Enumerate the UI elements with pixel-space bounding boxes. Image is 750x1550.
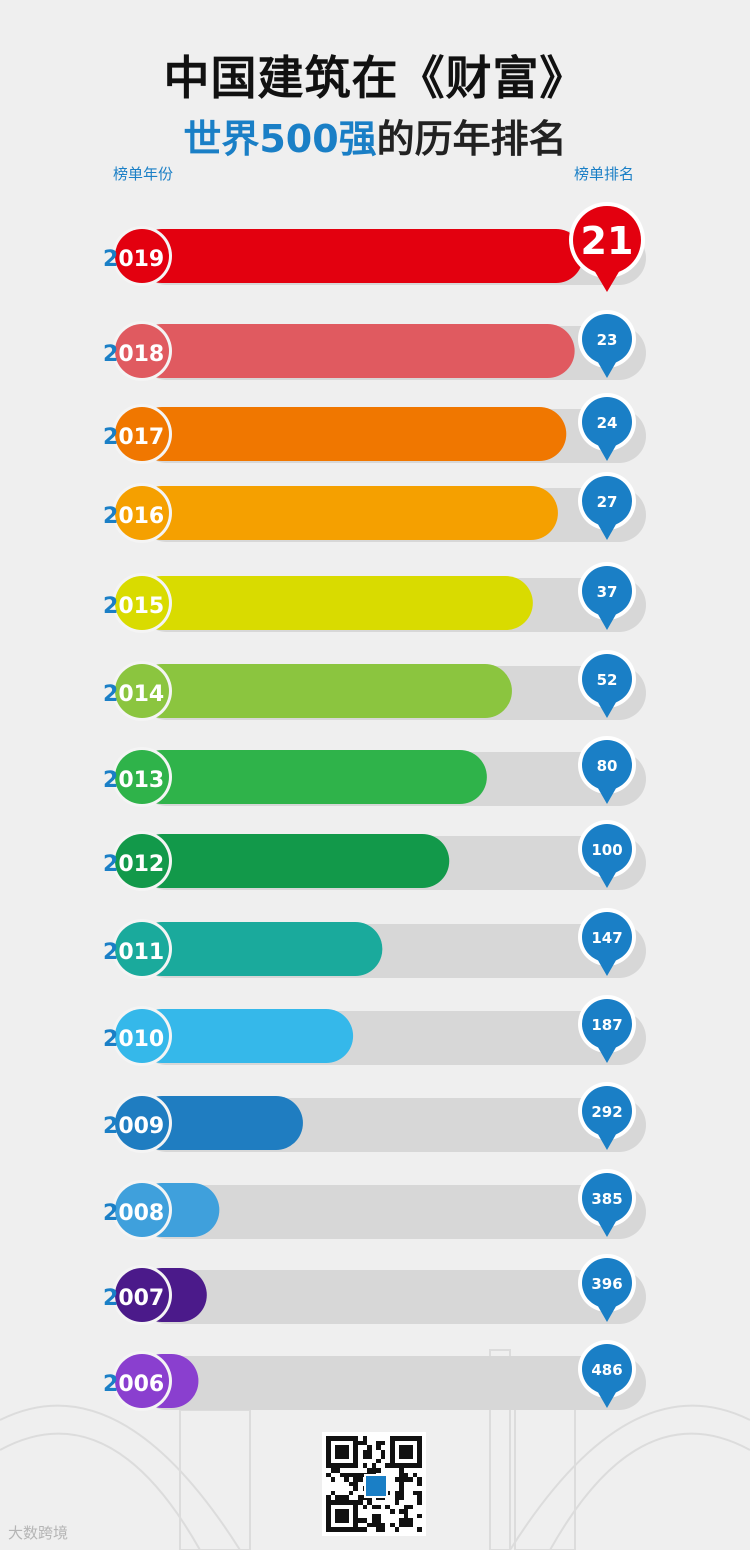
year-label-2013: 2013	[103, 768, 164, 793]
bar-2012	[135, 834, 450, 888]
year-label-2006: 2006	[103, 1372, 164, 1397]
year-label-2012: 2012	[103, 852, 164, 877]
year-label-2007: 2007	[103, 1286, 164, 1311]
year-column-header: 榜单年份	[113, 165, 174, 183]
rank-value-2017: 24	[597, 414, 618, 432]
rank-value-2009: 292	[591, 1103, 622, 1121]
year-label-2014: 2014	[103, 682, 164, 707]
rank-pin-2007	[582, 1258, 632, 1308]
chart-subtitle: 世界500强的历年排名	[0, 108, 750, 163]
rank-value-2008: 385	[591, 1190, 622, 1208]
year-circle	[115, 664, 169, 718]
rank-value-2018: 23	[597, 331, 618, 349]
rank-pin-2012	[582, 824, 632, 874]
qr-code[interactable]	[322, 1432, 426, 1536]
rank-pin-2015	[582, 566, 632, 616]
rank-value-2013: 80	[597, 757, 618, 775]
year-circle	[115, 1009, 169, 1063]
subtitle-highlight: 世界500强	[183, 117, 377, 161]
year-circle	[115, 576, 169, 630]
year-label-2018: 2018	[103, 342, 164, 367]
year-label-2011: 2011	[103, 940, 164, 965]
year-circle	[115, 407, 169, 461]
year-circle	[115, 229, 169, 283]
year-circle	[115, 486, 169, 540]
rank-pin-2008	[582, 1173, 632, 1223]
rank-value-2006: 486	[591, 1361, 622, 1379]
bar-2015	[135, 576, 533, 630]
bar-2018	[135, 324, 575, 378]
subtitle-rest: 的历年排名	[376, 117, 567, 161]
chart-title: 中国建筑在《财富》	[163, 51, 587, 105]
year-circle	[115, 1354, 169, 1408]
bar-2019	[135, 229, 583, 283]
rank-value-2016: 27	[597, 493, 618, 511]
rank-pin-2014	[582, 654, 632, 704]
year-circle	[115, 324, 169, 378]
bar-2011	[135, 922, 383, 976]
rank-pin-2016	[582, 476, 632, 526]
bar-track	[140, 1185, 646, 1239]
year-label-2019: 2019	[103, 247, 164, 272]
year-circle	[115, 1268, 169, 1322]
bar-2009	[135, 1096, 303, 1150]
year-label-2015: 2015	[103, 594, 164, 619]
rank-value-2014: 52	[597, 671, 618, 689]
bar-2016	[135, 486, 558, 540]
year-label-2016: 2016	[103, 504, 164, 529]
rank-pin-2018	[582, 314, 632, 364]
bar-2014	[135, 664, 512, 718]
year-circle	[115, 834, 169, 888]
rank-pin-2017	[582, 397, 632, 447]
year-circle	[115, 1183, 169, 1237]
year-label-2009: 2009	[103, 1114, 164, 1139]
rank-value-2010: 187	[591, 1016, 622, 1034]
year-label-2008: 2008	[103, 1201, 164, 1226]
watermark: 大数跨境	[8, 1524, 69, 1542]
rank-value-2015: 37	[597, 583, 618, 601]
bar-2013	[135, 750, 487, 804]
rank-pin-2011	[582, 912, 632, 962]
rank-value-2019: 21	[581, 219, 634, 263]
bar-2017	[135, 407, 567, 461]
rank-pin-2009	[582, 1086, 632, 1136]
bar-track	[140, 1356, 646, 1410]
rank-pin-2013	[582, 740, 632, 790]
rank-pin-2006	[582, 1344, 632, 1394]
rank-pin-2019	[573, 206, 641, 274]
bar-track	[140, 1270, 646, 1324]
year-circle	[115, 1096, 169, 1150]
rank-pin-2010	[582, 999, 632, 1049]
year-circle	[115, 922, 169, 976]
rank-column-header: 榜单排名	[574, 165, 635, 183]
year-label-2010: 2010	[103, 1027, 164, 1052]
rank-value-2012: 100	[591, 841, 622, 859]
year-label-2017: 2017	[103, 425, 164, 450]
bar-2010	[135, 1009, 354, 1063]
rank-value-2007: 396	[591, 1275, 622, 1293]
year-circle	[115, 750, 169, 804]
rank-value-2011: 147	[591, 929, 622, 947]
